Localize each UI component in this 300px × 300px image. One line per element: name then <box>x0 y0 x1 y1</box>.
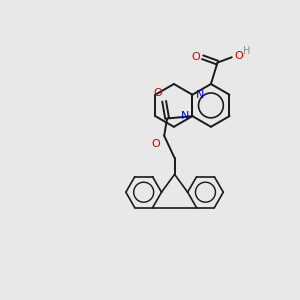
Text: N: N <box>196 90 205 100</box>
Text: O: O <box>191 52 200 62</box>
Text: O: O <box>151 139 160 149</box>
Text: O: O <box>153 88 162 98</box>
Text: H: H <box>243 46 250 56</box>
Text: N: N <box>181 111 189 121</box>
Text: O: O <box>234 51 243 61</box>
